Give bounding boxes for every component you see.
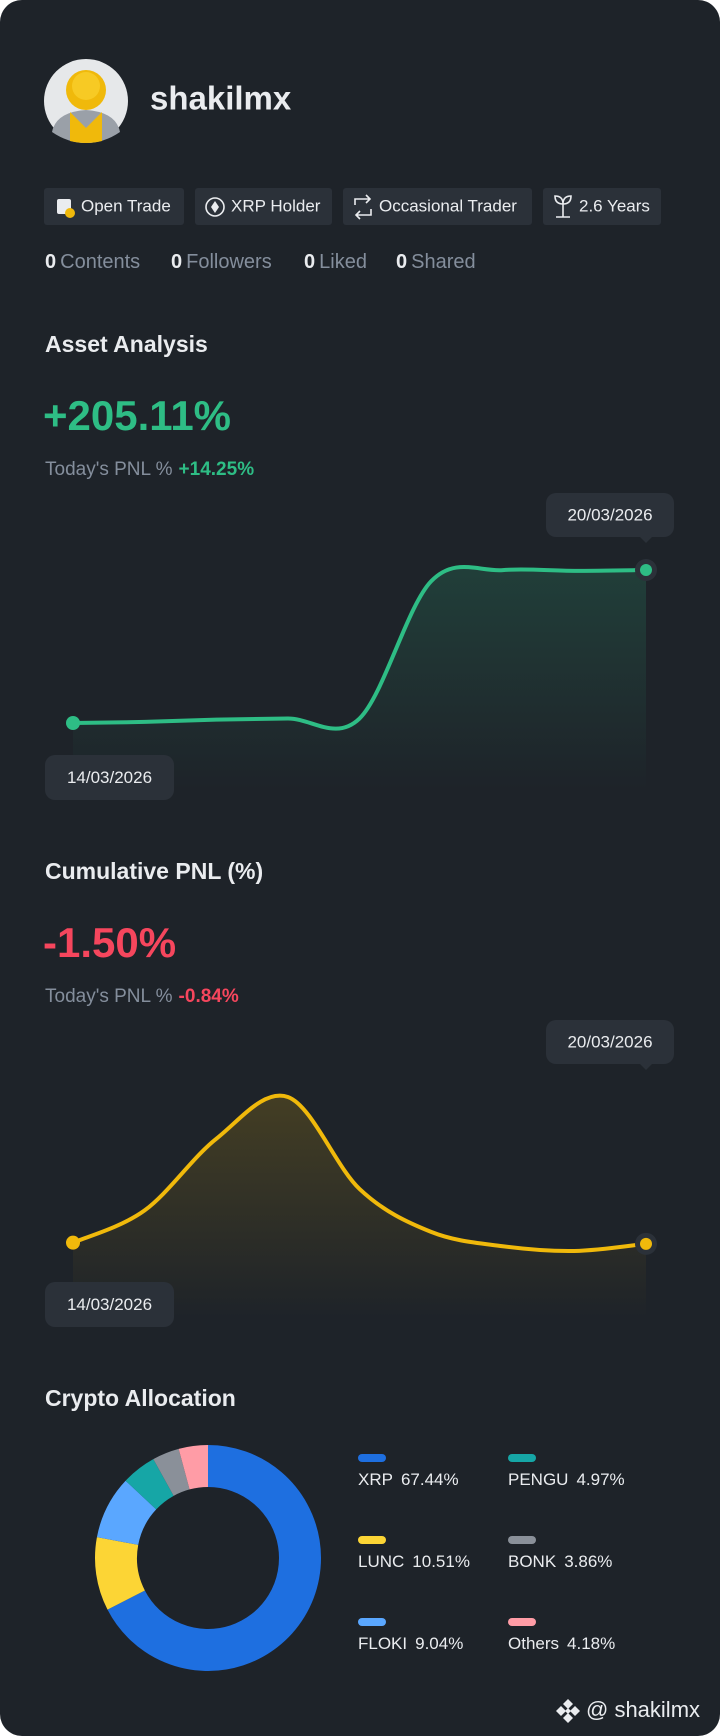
stat: 0 Liked — [304, 251, 367, 273]
pnl-label: Today's PNL % — [45, 986, 173, 1007]
stat-count: 0 — [171, 251, 182, 273]
legend-value: 4.18% — [567, 1634, 615, 1653]
pnl-label: Today's PNL % — [45, 459, 173, 480]
tag: 2.6 Years — [543, 188, 661, 225]
badge-pointer — [640, 537, 652, 543]
today-pnl: Today's PNL % -0.84% — [45, 986, 239, 1007]
donut-slice — [178, 1444, 209, 1490]
legend-value: 10.51% — [412, 1552, 470, 1571]
legend-swatch — [508, 1536, 536, 1544]
stat-label: Contents — [60, 251, 140, 273]
headline-value: +205.11% — [43, 392, 231, 439]
stat-label: Followers — [186, 251, 272, 273]
brand-logo — [556, 1699, 580, 1723]
legend-value: 3.86% — [564, 1552, 612, 1571]
date-label: 20/03/2026 — [567, 505, 652, 524]
line — [71, 1093, 648, 1254]
legend-entry: Others 4.18% — [508, 1634, 615, 1653]
donut-slice — [96, 1480, 157, 1546]
footer-handle: @ shakilmx — [586, 1697, 700, 1722]
stat: 0 Contents — [45, 251, 140, 273]
section-title: Cumulative PNL (%) — [45, 858, 263, 884]
donut-slice — [107, 1445, 321, 1671]
pnl-value: -0.84% — [179, 986, 239, 1007]
legend-name: BONK — [508, 1552, 557, 1571]
tag-label: Open Trade — [81, 196, 171, 215]
line — [71, 565, 648, 731]
legend-value: 67.44% — [401, 1470, 459, 1489]
date-badge — [45, 1282, 174, 1327]
section-title: Crypto Allocation — [45, 1385, 236, 1411]
legend-swatch — [358, 1454, 386, 1462]
date-label: 14/03/2026 — [67, 768, 152, 787]
date-badge — [546, 493, 674, 537]
tag-label: XRP Holder — [231, 196, 321, 215]
legend-swatch — [508, 1454, 536, 1462]
date-badge — [546, 1020, 674, 1064]
legend-entry: LUNC 10.51% — [358, 1552, 470, 1571]
tag: Open Trade — [44, 188, 184, 225]
tag: Occasional Trader — [343, 188, 532, 225]
stat-label: Liked — [319, 251, 367, 273]
legend-name: FLOKI — [358, 1634, 407, 1653]
tag-label: 2.6 Years — [579, 196, 650, 215]
tag-label: Occasional Trader — [379, 196, 517, 215]
end-dot — [640, 1237, 652, 1250]
line-area — [73, 1095, 646, 1318]
donut-slice — [125, 1459, 175, 1510]
donut-slice — [95, 1537, 146, 1610]
line-area — [73, 566, 646, 790]
stat: 0 Followers — [171, 251, 272, 273]
legend-name: LUNC — [358, 1552, 404, 1571]
legend-name: Others — [508, 1634, 559, 1653]
end-dot — [640, 564, 652, 576]
footer: @ shakilmx — [556, 1697, 700, 1723]
headline-value: -1.50% — [43, 919, 176, 966]
legend-value: 4.97% — [576, 1470, 624, 1489]
legend-entry: XRP 67.44% — [358, 1470, 459, 1489]
section-title: Asset Analysis — [45, 331, 208, 357]
start-dot — [66, 1235, 80, 1250]
legend-entry: FLOKI 9.04% — [358, 1634, 463, 1653]
badge-pointer — [640, 1064, 652, 1070]
pnl-value: +14.25% — [179, 459, 255, 480]
donut-slice — [153, 1448, 191, 1497]
tag: XRP Holder — [195, 188, 332, 225]
start-dot — [66, 716, 80, 730]
date-badge — [45, 755, 174, 800]
stat-count: 0 — [45, 251, 56, 273]
legend-entry: BONK 3.86% — [508, 1552, 612, 1571]
legend-name: XRP — [358, 1470, 393, 1489]
legend-value: 9.04% — [415, 1634, 463, 1653]
username: shakilmx — [150, 80, 292, 117]
stat-count: 0 — [304, 251, 315, 273]
today-pnl: Today's PNL % +14.25% — [45, 459, 254, 480]
stat: 0 Shared — [396, 251, 476, 273]
legend-swatch — [358, 1536, 386, 1544]
legend-swatch — [358, 1618, 386, 1626]
date-label: 14/03/2026 — [67, 1295, 152, 1314]
legend-entry: PENGU 4.97% — [508, 1470, 625, 1489]
date-label: 20/03/2026 — [567, 1032, 652, 1051]
stat-label: Shared — [411, 251, 476, 273]
legend-swatch — [508, 1618, 536, 1626]
stat-count: 0 — [396, 251, 407, 273]
legend-name: PENGU — [508, 1470, 568, 1489]
avatar — [44, 59, 128, 143]
